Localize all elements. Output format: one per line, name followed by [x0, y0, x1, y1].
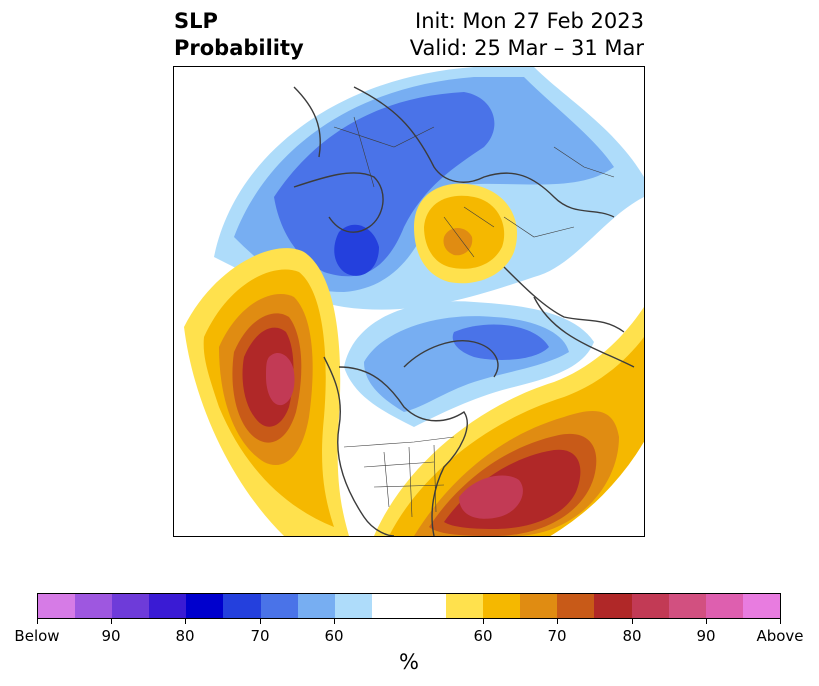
colorbar-swatch: [260, 594, 298, 618]
colorbar-tick-label: 80: [175, 627, 195, 645]
forecast-dates: Init: Mon 27 Feb 2023 Valid: 25 Mar – 31…: [410, 8, 644, 62]
colorbar-swatch: [705, 594, 743, 618]
colorbar-swatch: [483, 594, 521, 618]
colorbar-tick: [185, 619, 186, 624]
colorbar-tick-label: 80: [622, 627, 642, 645]
colorbar-swatch: [631, 594, 669, 618]
colorbar-swatch: [408, 594, 447, 618]
colorbar-tick-label: Above: [756, 627, 804, 645]
probability-map: [173, 66, 645, 537]
colorbar-swatch: [112, 594, 150, 618]
colorbar-tick-label: 60: [324, 627, 344, 645]
above-anomaly-russia: [414, 183, 518, 284]
colorbar-tick-label: 60: [473, 627, 493, 645]
colorbar-swatch: [334, 594, 372, 618]
colorbar-tick-label: 90: [101, 627, 121, 645]
colorbar-tick: [483, 619, 484, 624]
map-title: SLP Probability: [174, 8, 304, 62]
product-label: Probability: [174, 36, 304, 60]
valid-range: Valid: 25 Mar – 31 Mar: [409, 36, 644, 60]
colorbar-tick-label: Below: [14, 627, 60, 645]
colorbar-tick: [557, 619, 558, 624]
colorbar-unit-label: %: [399, 650, 419, 674]
colorbar-tick: [260, 619, 261, 624]
borders: [333, 116, 615, 518]
colorbar-tick-label: 70: [250, 627, 270, 645]
colorbar-tick: [706, 619, 707, 624]
colorbar-swatch: [186, 594, 224, 618]
colorbar-swatch: [223, 594, 261, 618]
colorbar: [37, 593, 781, 619]
below-anomaly-canada: [344, 301, 594, 427]
colorbar-swatch: [594, 594, 632, 618]
colorbar-tick-label: 90: [696, 627, 716, 645]
colorbar-swatch: [557, 594, 595, 618]
colorbar-tick: [111, 619, 112, 624]
init-date: Init: Mon 27 Feb 2023: [415, 9, 644, 33]
colorbar-swatch: [520, 594, 558, 618]
colorbar-tick: [780, 619, 781, 624]
colorbar-swatch: [38, 594, 76, 618]
below-anomaly-northwest: [214, 67, 644, 310]
coastlines: [293, 86, 635, 536]
colorbar-swatch: [742, 594, 780, 618]
colorbar-swatch: [149, 594, 187, 618]
variable-label: SLP: [174, 9, 218, 33]
colorbar-swatch: [75, 594, 113, 618]
colorbar-swatch: [668, 594, 706, 618]
colorbar-tick-label: 70: [547, 627, 567, 645]
above-anomaly-atlantic: [374, 307, 644, 536]
colorbar-tick: [632, 619, 633, 624]
colorbar-tick: [37, 619, 38, 624]
colorbar-swatch: [446, 594, 484, 618]
colorbar-swatch: [371, 594, 409, 618]
above-anomaly-pacific: [184, 248, 349, 536]
colorbar-tick: [334, 619, 335, 624]
map-canvas: [174, 67, 644, 536]
colorbar-swatch: [297, 594, 335, 618]
